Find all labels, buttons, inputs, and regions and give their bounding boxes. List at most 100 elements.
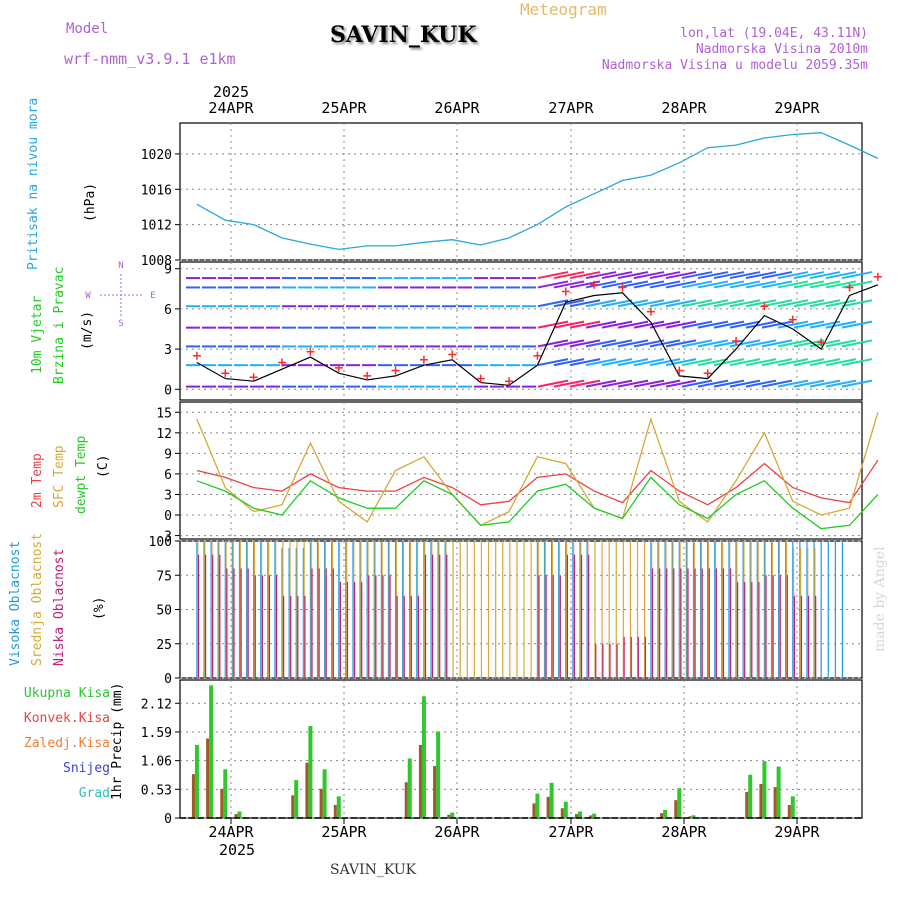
wind-barb-3-23 [553,320,585,329]
gust-marker-4 [306,347,315,356]
wind-barb-5-31 [681,358,713,367]
ytick-label-4-1: 0.53 [141,783,172,798]
wind-barb-0-26 [601,271,633,280]
wind-barb-4-22 [537,339,569,348]
compass-e: E [150,291,155,301]
wind-barb-2-26 [601,299,633,308]
wind-barb-0-33 [713,271,745,280]
ytick-label-4-2: 1.06 [141,755,172,770]
wind-barb-6-28 [633,379,665,388]
wind-barb-1-24 [569,280,601,289]
wind-barb-3-29 [649,320,681,329]
ytick-label-2-1: 0 [164,509,172,524]
precip-conv-bar-28 [589,815,593,818]
day-label-bottom-2: 26APR [434,823,480,841]
gust-marker-20 [760,302,769,311]
ytick-label-1-1: 3 [164,343,172,358]
wind-barb-2-40 [825,299,857,308]
wind-barb-0-25 [585,271,617,280]
panel-frame-1 [179,261,863,401]
wind-barb-0-32 [697,271,729,280]
wind-barb-6-23 [553,379,585,388]
gust-marker-24 [873,272,882,281]
wind-barb-4-29 [649,339,681,348]
wind-barb-4-37 [777,339,809,348]
wind-barb-6-26 [601,379,633,388]
ytick-label-0-2: 1016 [141,183,172,198]
gust-marker-1 [221,369,230,378]
day-label-top-1: 25APR [321,99,367,117]
model-label: Model [66,21,109,37]
ytick-label-4-4: 2.12 [141,697,172,712]
ytick-label-1-3: 9 [164,263,172,278]
wind-barb-1-34 [729,280,761,289]
precip-bar-17 [436,731,441,818]
wind-barb-2-36 [761,299,793,308]
coords-label: lon,lat (19.04E, 43.11N) [680,26,868,41]
wind-barb-2-22 [537,299,569,308]
wind-barb-0-40 [825,271,857,280]
precip-conv-bar-42 [787,805,791,818]
wind-barb-2-38 [793,299,825,308]
wind-barb-6-22 [537,379,569,388]
wind-barb-1-35 [745,280,777,289]
gust-marker-2 [249,373,258,382]
temp-line-1 [196,412,879,527]
day-label-bottom-1: 25APR [321,823,367,841]
precip-bar-34 [677,788,682,818]
day-label-bottom-5: 29APR [774,823,820,841]
gust-marker-21 [788,315,797,324]
ytick-label-2-0: -3 [156,530,172,545]
wind-barb-5-23 [553,358,585,367]
year-label-bottom: 2025 [219,841,255,859]
wind-barb-0-31 [681,271,713,280]
model-name: wrf-nmm_v3.9.1 e1km [64,50,236,68]
day-label-bottom-4: 28APR [661,823,707,841]
wind-barb-0-38 [793,271,825,280]
precip-conv-bar-24 [532,803,536,818]
precip-bar-40 [762,761,767,818]
precip-conv-bar-41 [773,787,777,818]
wind-barb-4-40 [825,339,857,348]
precip-conv-bar-7 [291,795,295,818]
wind-barb-3-37 [777,320,809,329]
precip-bar-18 [450,812,455,818]
gust-marker-5 [334,363,343,372]
precip-conv-bar-26 [560,808,564,818]
year-label-top: 2025 [213,83,249,101]
precip-bar-28 [592,813,597,818]
wind-barb-4-28 [633,339,665,348]
panel-frame-0 [179,122,863,261]
gust-marker-0 [192,351,201,360]
wind-barb-2-35 [745,299,777,308]
wind-barb-3-24 [569,320,601,329]
wind-barb-2-30 [665,299,697,308]
precip-bar-0 [194,744,199,818]
wind-barb-3-41 [841,320,873,329]
wind-barb-6-39 [809,379,841,388]
wind-barb-3-27 [617,320,649,329]
wind-barb-1-38 [793,280,825,289]
wind-barb-5-36 [761,358,793,367]
wind-barb-0-29 [649,271,681,280]
wind-speed-line [196,284,879,386]
gust-marker-8 [419,355,428,364]
wind-barb-1-25 [585,280,617,289]
precip-bar-41 [776,766,781,818]
precip-conv-bar-40 [759,783,763,818]
wind-barb-1-26 [601,280,633,289]
wind-barb-2-37 [777,299,809,308]
ytick-label-2-6: 15 [156,406,172,421]
precip-conv-bar-15 [404,782,408,818]
gust-marker-10 [476,374,485,383]
wind-barb-0-24 [569,271,601,280]
station-title: SAVIN_KUK [330,22,477,48]
wind-barb-5-24 [569,358,601,367]
wind-barb-2-34 [729,299,761,308]
wind-barb-4-35 [745,339,777,348]
day-label-top-4: 28APR [661,99,707,117]
wind-barb-6-35 [745,379,777,388]
precip-legend-frz: Zaledj.Kisa [23,736,110,751]
gust-marker-18 [703,369,712,378]
wind-barb-6-38 [793,379,825,388]
